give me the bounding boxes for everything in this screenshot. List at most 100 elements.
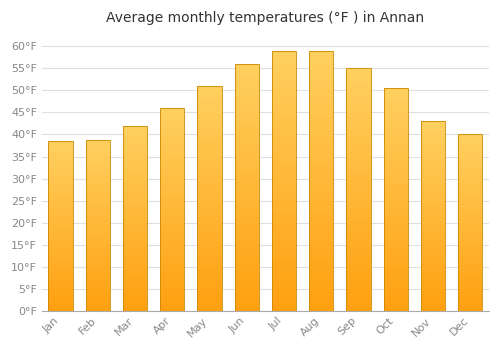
Bar [384,183,408,186]
Bar [346,238,370,241]
Bar [384,266,408,269]
Bar [48,198,72,201]
Bar [458,203,482,205]
Bar [421,287,445,289]
Bar [198,187,222,190]
Bar [458,278,482,280]
Bar [421,135,445,138]
Bar [123,292,147,294]
Bar [198,86,222,89]
Bar [123,281,147,283]
Title: Average monthly temperatures (°F ) in Annan: Average monthly temperatures (°F ) in An… [106,11,424,25]
Bar [123,248,147,251]
Bar [48,215,72,217]
Bar [48,194,72,196]
Bar [86,198,110,200]
Bar [309,90,334,93]
Bar [198,280,222,282]
Bar [309,168,334,171]
Bar [86,296,110,298]
Bar [272,139,296,142]
Bar [48,175,72,177]
Bar [123,151,147,153]
Bar [309,239,334,243]
Bar [346,280,370,284]
Bar [86,302,110,304]
Bar [458,269,482,271]
Bar [309,135,334,139]
Bar [86,279,110,281]
Bar [384,135,408,138]
Bar [48,173,72,175]
Bar [234,86,259,89]
Bar [86,257,110,259]
Bar [384,227,408,230]
Bar [272,113,296,116]
Bar [421,214,445,216]
Bar [309,51,334,310]
Bar [48,196,72,198]
Bar [48,258,72,260]
Bar [48,217,72,219]
Bar [272,181,296,184]
Bar [384,174,408,177]
Bar [309,122,334,126]
Bar [272,190,296,194]
Bar [309,181,334,184]
Bar [458,201,482,203]
Bar [48,292,72,294]
Bar [421,232,445,235]
Bar [123,232,147,234]
Bar [234,233,259,237]
Bar [86,245,110,247]
Bar [123,142,147,144]
Bar [160,108,184,310]
Bar [160,108,184,111]
Bar [272,64,296,67]
Bar [160,255,184,258]
Bar [198,277,222,280]
Bar [123,304,147,306]
Bar [272,80,296,83]
Bar [86,243,110,245]
Bar [421,289,445,292]
Bar [421,308,445,310]
Bar [309,256,334,259]
Bar [160,258,184,260]
Bar [86,176,110,178]
Bar [123,230,147,232]
Bar [48,232,72,234]
Bar [234,261,259,264]
Bar [198,282,222,285]
Bar [48,247,72,249]
Bar [421,206,445,209]
Bar [234,76,259,79]
Bar [458,190,482,192]
Bar [346,202,370,205]
Bar [384,252,408,255]
Bar [309,207,334,210]
Bar [384,113,408,116]
Bar [48,281,72,283]
Bar [384,269,408,272]
Bar [86,213,110,215]
Bar [346,295,370,299]
Bar [384,219,408,222]
Bar [123,170,147,172]
Bar [421,280,445,282]
Bar [86,308,110,310]
Bar [309,113,334,116]
Bar [346,165,370,168]
Bar [309,268,334,272]
Bar [198,260,222,263]
Bar [160,262,184,265]
Bar [458,134,482,310]
Bar [198,291,222,294]
Bar [86,289,110,292]
Bar [458,156,482,159]
Bar [123,158,147,160]
Bar [234,187,259,190]
Bar [198,221,222,224]
Bar [458,141,482,143]
Bar [48,277,72,279]
